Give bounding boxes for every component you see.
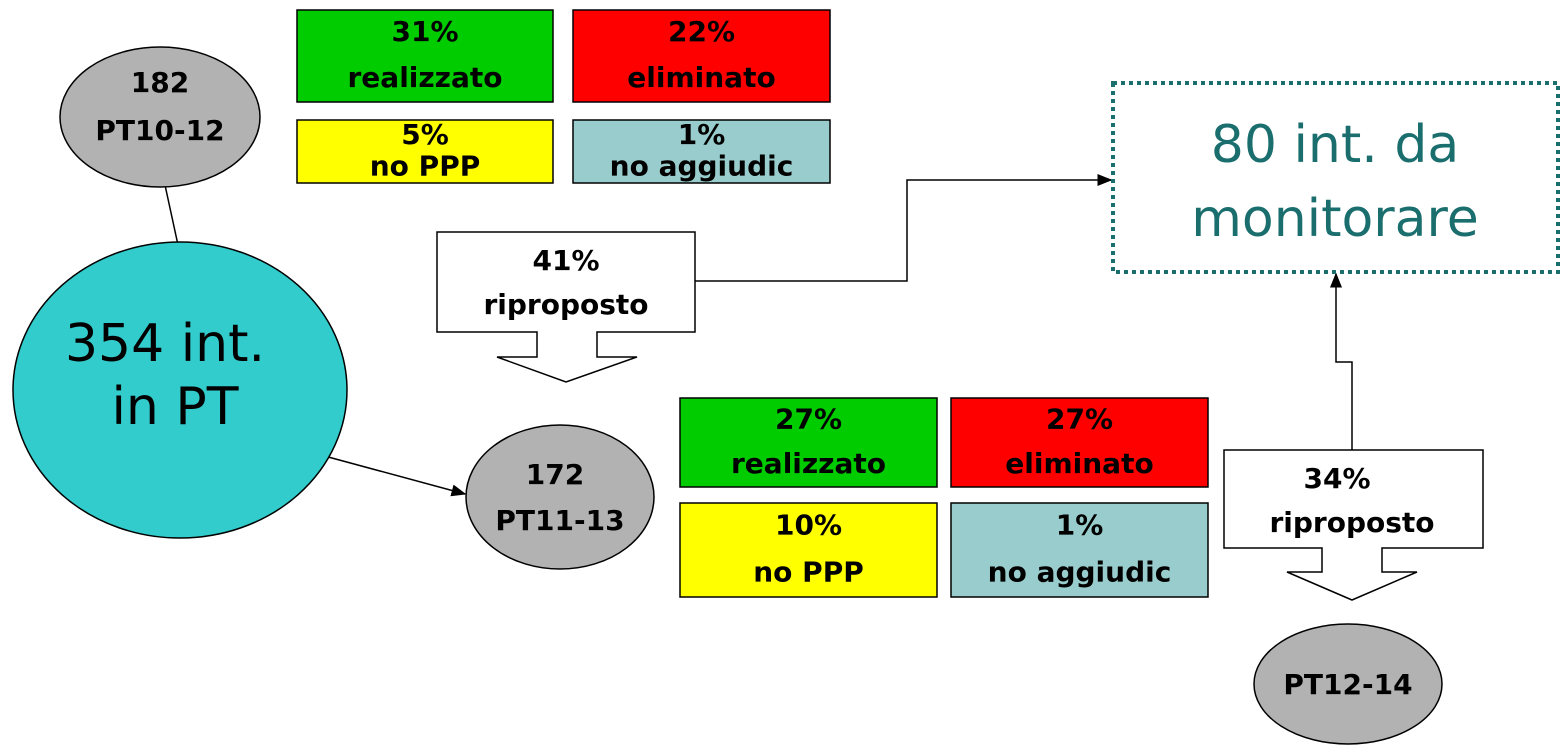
node-label: PT12-14 [1283, 668, 1412, 701]
box-label: 5% [401, 118, 449, 151]
node [465, 424, 655, 570]
arrow [695, 174, 1113, 282]
box-label: no aggiudic [988, 556, 1172, 589]
target-label: monitorare [1191, 189, 1479, 249]
box-label: no PPP [753, 556, 863, 589]
callout-label: 41% [532, 244, 599, 277]
box-label: eliminato [627, 61, 775, 94]
arrow [1330, 272, 1353, 450]
node [59, 46, 261, 188]
target-box [1111, 81, 1560, 274]
box-label: no aggiudic [610, 149, 794, 182]
box-label: 22% [668, 15, 735, 48]
node [1253, 623, 1443, 745]
box-label: realizzato [348, 61, 503, 94]
box-label: 10% [775, 509, 842, 542]
node [12, 241, 348, 539]
node-label: 354 int. [65, 314, 265, 374]
box-label: 27% [775, 402, 842, 435]
box-label: eliminato [1005, 447, 1153, 480]
callout [1223, 449, 1484, 601]
callout-label: riproposto [1269, 506, 1434, 539]
node-label: 182 [131, 66, 189, 99]
target-label: 80 int. da [1211, 115, 1459, 175]
node-label: in PT [111, 377, 238, 437]
node-label: PT10-12 [95, 114, 224, 147]
callout-label: riproposto [483, 288, 648, 321]
box-label: realizzato [731, 447, 886, 480]
callout [436, 231, 696, 383]
box [950, 502, 1209, 598]
node-label: PT11-13 [495, 504, 624, 537]
box-label: 1% [678, 118, 726, 151]
box [296, 9, 554, 103]
box-label: 1% [1056, 509, 1104, 542]
box [296, 119, 554, 184]
box [572, 9, 831, 103]
box [572, 119, 831, 184]
callout-label: 34% [1303, 462, 1370, 495]
box [950, 397, 1209, 488]
box [679, 397, 938, 488]
box-label: no PPP [370, 149, 480, 182]
box [679, 502, 938, 598]
box-label: 31% [391, 15, 458, 48]
node-label: 172 [526, 458, 584, 491]
box-label: 27% [1046, 402, 1113, 435]
